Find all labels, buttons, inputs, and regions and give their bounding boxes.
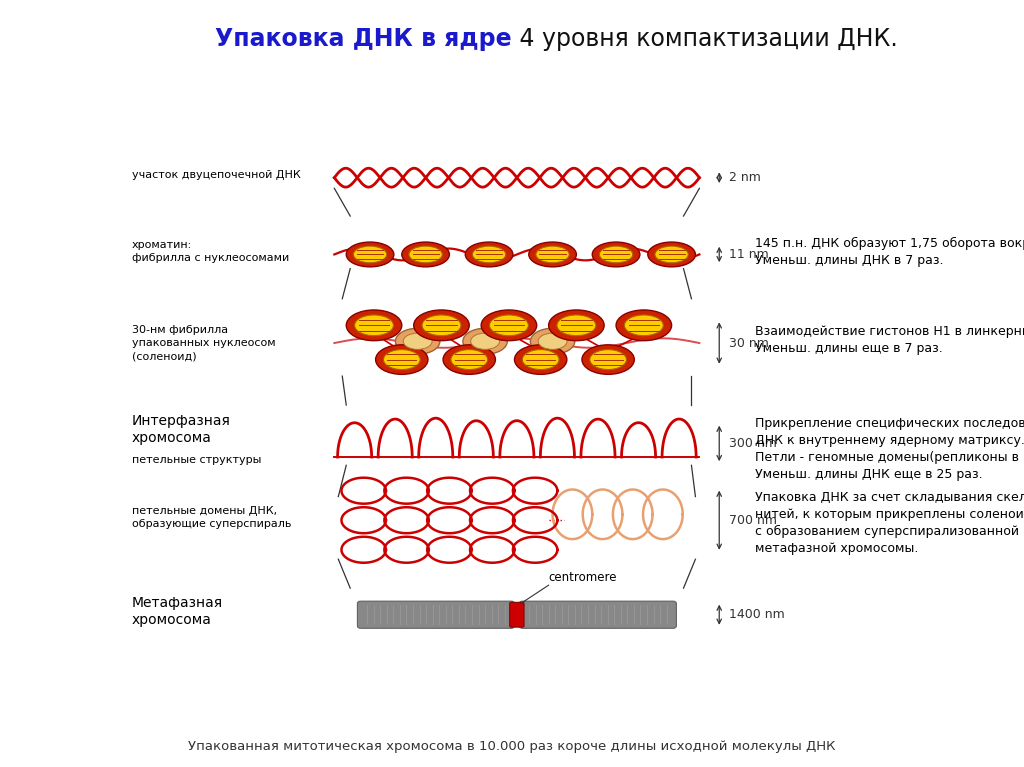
Ellipse shape — [346, 310, 401, 341]
Text: участок двуцепочечной ДНК: участок двуцепочечной ДНК — [132, 170, 301, 179]
Ellipse shape — [463, 328, 507, 354]
Ellipse shape — [443, 345, 496, 374]
FancyBboxPatch shape — [510, 602, 524, 627]
Ellipse shape — [465, 242, 513, 267]
Ellipse shape — [549, 310, 604, 341]
Ellipse shape — [409, 246, 442, 263]
Text: 2 nm: 2 nm — [729, 171, 761, 184]
Ellipse shape — [346, 242, 394, 267]
FancyBboxPatch shape — [357, 601, 514, 628]
Ellipse shape — [536, 246, 569, 263]
Ellipse shape — [557, 315, 596, 336]
Ellipse shape — [414, 310, 469, 341]
Ellipse shape — [395, 328, 440, 354]
Ellipse shape — [353, 246, 387, 263]
Text: 700 nm: 700 nm — [729, 514, 777, 527]
Text: 11 nm: 11 nm — [729, 248, 768, 261]
Ellipse shape — [481, 310, 537, 341]
Ellipse shape — [599, 246, 633, 263]
Text: петельные домены ДНК,
образующие суперспираль: петельные домены ДНК, образующие суперсп… — [132, 505, 292, 529]
Ellipse shape — [539, 333, 567, 350]
Ellipse shape — [616, 310, 672, 341]
FancyBboxPatch shape — [519, 601, 677, 628]
Ellipse shape — [528, 242, 577, 267]
Text: 1400 nm: 1400 nm — [729, 608, 784, 621]
Ellipse shape — [383, 350, 420, 370]
Ellipse shape — [472, 246, 506, 263]
Ellipse shape — [376, 345, 428, 374]
Ellipse shape — [489, 315, 528, 336]
Text: Прикрепление специфических последовательностей
ДНК к внутреннему ядерному матрик: Прикрепление специфических последователь… — [755, 417, 1024, 481]
Ellipse shape — [590, 350, 627, 370]
Ellipse shape — [451, 350, 487, 370]
Ellipse shape — [582, 345, 634, 374]
Text: 300 nm: 300 nm — [729, 437, 776, 450]
Ellipse shape — [471, 333, 500, 350]
Ellipse shape — [422, 315, 461, 336]
Ellipse shape — [530, 328, 574, 354]
Ellipse shape — [592, 242, 640, 267]
Ellipse shape — [514, 345, 567, 374]
Ellipse shape — [648, 242, 695, 267]
Ellipse shape — [354, 315, 393, 336]
Text: Упаковка ДНК в ядре: Упаковка ДНК в ядре — [215, 27, 512, 51]
Ellipse shape — [403, 333, 432, 350]
Ellipse shape — [522, 350, 559, 370]
Text: 30-нм фибрилла
упакованных нуклеосом
(соленоид): 30-нм фибрилла упакованных нуклеосом (со… — [132, 325, 275, 361]
Text: Упакованная митотическая хромосома в 10.000 раз короче длины исходной молекулы Д: Упакованная митотическая хромосома в 10.… — [188, 740, 836, 753]
Text: хроматин:
фибрилла с нуклеосомами: хроматин: фибрилла с нуклеосомами — [132, 240, 289, 263]
Text: Интерфазная
хромосома: Интерфазная хромосома — [132, 414, 230, 445]
Text: Взаимодействие гистонов H1 в линкерных областях.
Уменьш. длины еще в 7 раз.: Взаимодействие гистонов H1 в линкерных о… — [755, 325, 1024, 355]
Ellipse shape — [401, 242, 450, 267]
Text: 4 уровня компактизации ДНК.: 4 уровня компактизации ДНК. — [512, 27, 898, 51]
Text: centromere: centromere — [549, 571, 617, 584]
Text: Упаковка ДНК за счет складывания скелетных
нитей, к которым прикреплены соленоид: Упаковка ДНК за счет складывания скелетн… — [755, 491, 1024, 555]
Text: 30 nm: 30 nm — [729, 337, 769, 350]
Ellipse shape — [655, 246, 688, 263]
Text: петельные структуры: петельные структуры — [132, 456, 261, 466]
Ellipse shape — [625, 315, 664, 336]
Text: Метафазная
хромосома: Метафазная хромосома — [132, 596, 223, 627]
Text: 145 п.н. ДНК образуют 1,75 оборота вокруг нуклеосомы
Уменьш. длины ДНК в 7 раз.: 145 п.н. ДНК образуют 1,75 оборота вокру… — [755, 237, 1024, 267]
